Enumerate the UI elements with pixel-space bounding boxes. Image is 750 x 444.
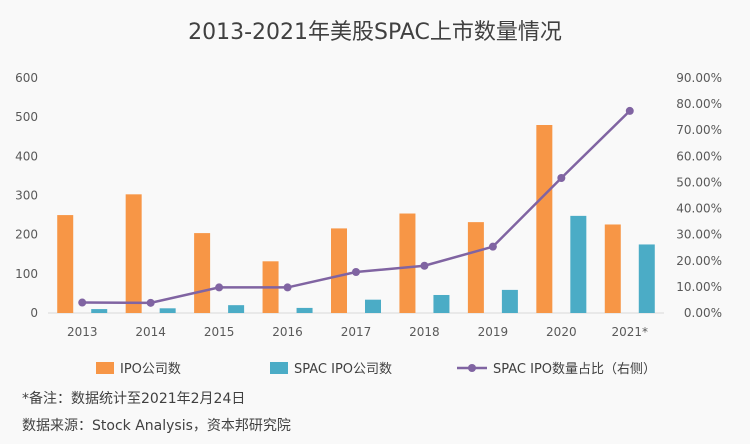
spac-ipo-count-bar [91,309,108,313]
spac-ipo-count-bar [570,215,587,313]
x-tick-label: 2020 [546,325,577,339]
legend-label-ipo: IPO公司数 [120,362,181,377]
x-tick-label: 2021* [612,325,649,339]
legend-label-ratio: SPAC IPO数量占比（右侧） [493,362,656,377]
legend-swatch-spac-ipo [270,362,288,374]
spac-ratio-point [78,298,87,307]
spac-ratio-point [420,261,429,270]
spac-ratio-point [557,174,566,183]
data-source-note: 数据来源：Stock Analysis，资本邦研究院 [22,418,291,434]
y-right-tick-label: 90.00% [676,71,722,85]
spac-ipo-count-bar [296,307,313,313]
x-tick-label: 2014 [135,325,166,339]
ipo-count-bar [125,194,142,313]
data-cutoff-note: *备注：数据统计至2021年2月24日 [22,391,246,407]
x-tick-label: 2017 [341,325,372,339]
y-left-tick-label: 100 [15,267,38,281]
legend-label-spac-ipo: SPAC IPO公司数 [294,362,392,377]
spac-ipo-count-bar [638,244,655,313]
spac-ratio-point [488,242,497,251]
ipo-count-bar [331,228,347,313]
y-right-tick-label: 10.00% [676,280,722,294]
y-right-tick-label: 80.00% [676,97,722,111]
ipo-count-bar [57,215,74,313]
y-right-tick-label: 40.00% [676,202,722,216]
spac-ratio-point [283,283,292,292]
y-left-tick-label: 600 [15,71,38,85]
spac-ratio-point [625,106,634,115]
y-left-tick-label: 500 [15,110,38,124]
ipo-count-bar [399,213,416,313]
spac-ratio-point [146,298,155,307]
legend-marker-ratio [468,364,476,372]
spac-ratio-point [352,268,360,277]
y-right-tick-label: 20.00% [676,254,722,268]
spac-ratio-point [215,283,224,292]
y-right-tick-label: 0.00% [684,306,722,320]
y-left-tick-label: 200 [15,228,38,242]
spac-ipo-count-bar [159,308,176,313]
y-right-tick-label: 60.00% [676,149,722,163]
ipo-count-bar [604,224,621,313]
y-right-tick-label: 30.00% [676,228,722,242]
spac-ipo-count-bar [501,289,518,313]
y-right-tick-label: 70.00% [676,123,722,137]
ipo-count-bar [194,233,211,313]
spac-ipo-count-bar [228,305,245,313]
y-left-tick-label: 0 [30,306,38,320]
spac-ipo-count-bar [365,299,381,313]
x-tick-label: 2013 [67,325,98,339]
y-left-tick-label: 300 [15,189,38,203]
x-tick-label: 2018 [409,325,440,339]
ipo-count-bar [467,222,484,313]
spac-ipo-count-bar [433,294,450,313]
ipo-count-bar [536,125,553,313]
y-right-tick-label: 50.00% [676,175,722,189]
y-left-tick-label: 400 [15,149,38,163]
x-tick-label: 2019 [478,325,509,339]
chart-title: 2013-2021年美股SPAC上市数量情况 [188,20,562,45]
x-tick-label: 2016 [272,325,303,339]
x-tick-label: 2015 [204,325,235,339]
legend-swatch-ipo [96,362,114,374]
